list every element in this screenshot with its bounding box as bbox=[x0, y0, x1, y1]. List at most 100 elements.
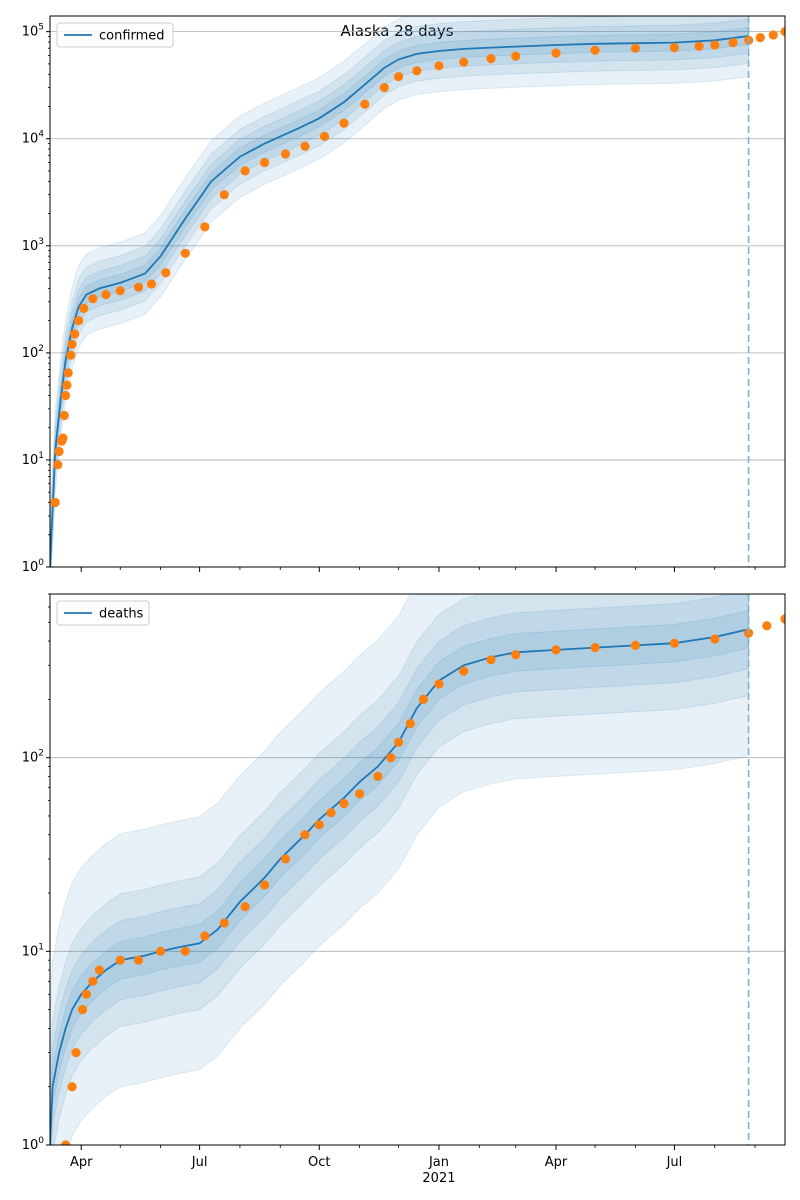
uncertainty-band-0 bbox=[50, 16, 750, 567]
observed-point bbox=[74, 316, 84, 326]
observed-point bbox=[319, 131, 330, 141]
observed-point bbox=[768, 30, 778, 40]
observed-point bbox=[67, 1082, 77, 1092]
observed-point bbox=[379, 83, 389, 93]
observed-point bbox=[219, 190, 229, 200]
observed-point bbox=[630, 640, 641, 651]
observed-point bbox=[280, 854, 291, 864]
observed-point bbox=[115, 955, 125, 965]
observed-point bbox=[755, 33, 765, 43]
observed-point bbox=[88, 294, 98, 304]
legend-box bbox=[56, 22, 174, 48]
observed-point bbox=[386, 753, 396, 763]
y-tick-label-0: 100 bbox=[22, 1136, 45, 1153]
observed-point bbox=[260, 880, 270, 890]
y-tick-label-2: 102 bbox=[22, 749, 44, 766]
legend: deaths bbox=[56, 600, 150, 626]
observed-point bbox=[551, 48, 561, 58]
observed-point bbox=[58, 433, 68, 443]
observed-point bbox=[762, 621, 772, 631]
observed-point bbox=[77, 1005, 88, 1015]
y-tick-label-0: 100 bbox=[22, 558, 45, 575]
observed-point bbox=[300, 830, 310, 840]
observed-point bbox=[240, 902, 250, 912]
observed-point bbox=[669, 43, 680, 53]
observed-point bbox=[780, 614, 785, 624]
observed-point bbox=[200, 931, 210, 941]
observed-point bbox=[728, 38, 738, 48]
y-tick-label-5: 105 bbox=[22, 23, 44, 40]
observed-point bbox=[373, 771, 383, 782]
observed-point bbox=[355, 789, 365, 799]
confirmed-panel: 100 101 102 103 104 105 confirmed bbox=[22, 15, 786, 575]
observed-point bbox=[300, 141, 310, 151]
observed-point bbox=[412, 66, 422, 76]
observed-point bbox=[156, 946, 166, 956]
observed-point bbox=[486, 54, 496, 64]
observed-point bbox=[669, 638, 680, 648]
observed-point bbox=[260, 157, 270, 168]
observed-point bbox=[63, 368, 73, 378]
legend-label: confirmed bbox=[99, 29, 165, 44]
observed-point bbox=[71, 1048, 81, 1058]
uncertainty-band-2 bbox=[50, 594, 750, 1145]
model-line bbox=[50, 628, 749, 1145]
observed-point bbox=[70, 329, 80, 339]
observed-point bbox=[59, 410, 69, 421]
x-tick-label-3: Jan bbox=[428, 1155, 449, 1170]
observed-point bbox=[67, 339, 77, 349]
observed-point bbox=[101, 290, 111, 300]
observed-point bbox=[180, 946, 190, 956]
observed-point bbox=[434, 679, 444, 689]
x-tick-label-1: Jul bbox=[191, 1155, 208, 1170]
observed-point bbox=[66, 350, 76, 360]
y-tick-label-3: 103 bbox=[22, 237, 44, 254]
observed-point bbox=[133, 955, 144, 965]
observed-point bbox=[280, 149, 291, 159]
observed-point bbox=[394, 737, 404, 747]
observed-point bbox=[339, 798, 349, 809]
model-line bbox=[50, 35, 749, 567]
observed-point bbox=[339, 118, 349, 128]
observed-point bbox=[200, 222, 210, 232]
legend: confirmed bbox=[56, 22, 174, 48]
observed-point bbox=[81, 989, 91, 999]
observed-point bbox=[146, 279, 157, 289]
axes-frame bbox=[49, 15, 786, 568]
observed-point bbox=[115, 286, 125, 296]
axes-frame bbox=[49, 593, 786, 1146]
observed-point bbox=[590, 643, 600, 653]
observed-point bbox=[630, 43, 641, 53]
observed-point bbox=[161, 268, 171, 278]
plot-area bbox=[50, 594, 785, 1145]
observed-point bbox=[314, 820, 324, 830]
observed-point bbox=[405, 719, 415, 729]
observed-point bbox=[694, 41, 704, 51]
observed-point bbox=[88, 976, 98, 986]
y-tick-label-1: 101 bbox=[22, 451, 44, 468]
observed-point bbox=[459, 57, 469, 67]
x-tick-label-5: Jul bbox=[666, 1155, 683, 1170]
observed-point bbox=[418, 694, 428, 705]
legend-label: deaths bbox=[99, 607, 144, 622]
observed-point bbox=[710, 40, 720, 50]
observed-point bbox=[62, 380, 72, 390]
observed-point bbox=[710, 634, 720, 644]
observed-point bbox=[551, 645, 561, 655]
x-tick-label-0: Apr bbox=[70, 1155, 93, 1170]
x-tick-label-4: Apr bbox=[545, 1155, 568, 1170]
observed-point bbox=[240, 166, 250, 176]
x-tick-sublabel-3: 2021 bbox=[422, 1171, 455, 1186]
observed-point bbox=[133, 282, 144, 292]
observed-point bbox=[61, 390, 71, 401]
observed-point bbox=[360, 99, 370, 109]
observed-point bbox=[180, 248, 190, 258]
observed-point bbox=[326, 808, 336, 818]
observed-point bbox=[219, 918, 229, 928]
observed-point bbox=[434, 61, 444, 71]
observed-point bbox=[486, 655, 496, 665]
observed-point bbox=[590, 45, 600, 55]
observed-point bbox=[79, 303, 89, 313]
